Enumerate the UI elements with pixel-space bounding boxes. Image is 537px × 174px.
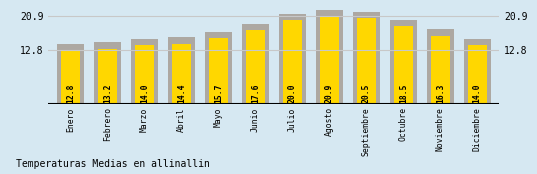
Bar bbox=[94, 42, 121, 104]
Text: Temperaturas Medias en allinallin: Temperaturas Medias en allinallin bbox=[16, 159, 210, 169]
Bar bbox=[168, 37, 195, 104]
Bar bbox=[135, 45, 154, 104]
Text: 14.0: 14.0 bbox=[140, 83, 149, 103]
Text: 13.2: 13.2 bbox=[103, 83, 112, 103]
Bar bbox=[61, 50, 80, 104]
Bar bbox=[353, 11, 380, 104]
Bar bbox=[279, 14, 306, 104]
Text: 14.0: 14.0 bbox=[473, 83, 482, 103]
Bar bbox=[316, 10, 343, 104]
Text: 16.3: 16.3 bbox=[436, 83, 445, 103]
Text: 20.9: 20.9 bbox=[325, 83, 334, 103]
Bar bbox=[468, 45, 487, 104]
Bar bbox=[131, 39, 158, 104]
Bar bbox=[390, 20, 417, 104]
Bar bbox=[98, 49, 117, 104]
Bar bbox=[427, 29, 454, 104]
Text: 17.6: 17.6 bbox=[251, 83, 260, 103]
Text: 20.5: 20.5 bbox=[362, 83, 371, 103]
Bar bbox=[205, 32, 232, 104]
Bar bbox=[283, 20, 302, 104]
Bar bbox=[394, 26, 413, 104]
Bar bbox=[357, 18, 376, 104]
Bar bbox=[209, 38, 228, 104]
Bar bbox=[246, 30, 265, 104]
Bar bbox=[320, 16, 339, 104]
Bar bbox=[242, 24, 268, 104]
Text: 15.7: 15.7 bbox=[214, 83, 223, 103]
Bar bbox=[464, 39, 490, 104]
Bar bbox=[431, 36, 450, 104]
Text: 12.8: 12.8 bbox=[66, 83, 75, 103]
Bar bbox=[172, 44, 191, 104]
Text: 20.0: 20.0 bbox=[288, 83, 297, 103]
Text: 18.5: 18.5 bbox=[399, 83, 408, 103]
Bar bbox=[57, 44, 84, 104]
Text: 14.4: 14.4 bbox=[177, 83, 186, 103]
